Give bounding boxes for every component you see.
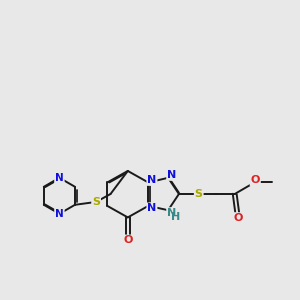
Text: O: O [123,236,133,245]
Text: S: S [195,189,203,199]
Text: N: N [147,175,157,185]
Text: N: N [55,173,64,183]
Text: S: S [92,197,100,207]
Text: H: H [171,212,181,222]
Text: N: N [167,208,176,218]
Text: N: N [55,209,64,219]
Text: O: O [234,213,243,223]
Text: O: O [250,175,260,185]
Text: N: N [147,203,157,213]
Text: N: N [167,170,176,180]
